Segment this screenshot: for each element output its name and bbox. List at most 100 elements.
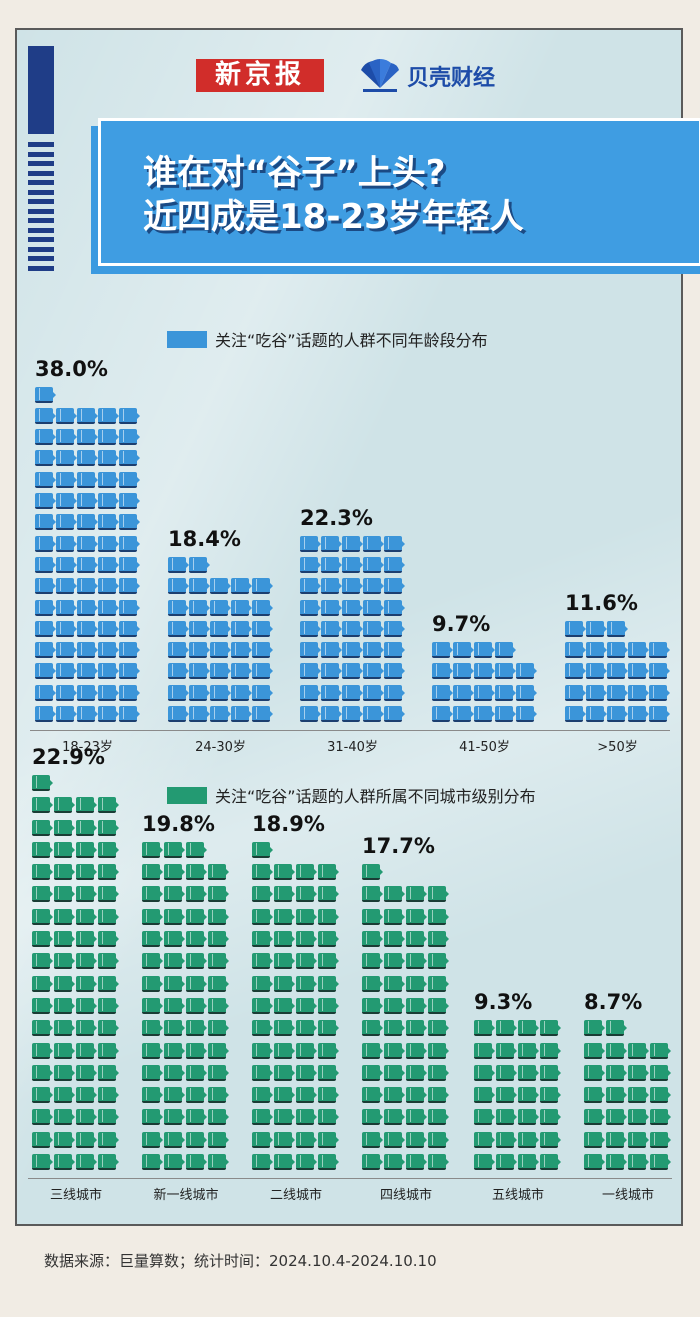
chat-icon [496, 1064, 517, 1081]
chat-icon [35, 642, 56, 659]
chat-icon [119, 599, 140, 616]
chat-icon [35, 706, 56, 722]
chat-icon [384, 599, 405, 616]
chat-icon [164, 886, 185, 903]
chat-icon [186, 931, 207, 947]
chat-icon [186, 997, 207, 1014]
chat-icon [384, 578, 405, 595]
chat-icon [77, 556, 98, 573]
chat-icon [274, 1042, 295, 1059]
chat-icon [32, 819, 53, 836]
chat-icon [649, 684, 670, 701]
chat-icon [274, 1087, 295, 1104]
chat-icon [453, 706, 474, 722]
chat-icon [98, 663, 119, 680]
chat-icon [231, 706, 252, 722]
stripe-line [28, 161, 54, 166]
chat-icon [98, 642, 119, 659]
chat-icon [363, 684, 384, 701]
chat-icon [98, 953, 119, 970]
chat-icon [607, 706, 628, 722]
chat-icon [76, 908, 97, 925]
chat-icon [384, 620, 405, 637]
chat-icon [208, 886, 229, 903]
stripe-line [28, 142, 54, 147]
chat-icon [56, 706, 77, 722]
chat-icon [56, 556, 77, 573]
xinjingbao-logo: 新京报 [196, 59, 324, 92]
category-label: >50岁 [597, 740, 638, 755]
chat-icon [98, 931, 119, 947]
chat-icon [98, 1042, 119, 1059]
chat-icon [32, 886, 53, 903]
chat-icon [296, 1154, 317, 1170]
chat-icon [342, 535, 363, 552]
chat-icon [35, 493, 56, 509]
chat-icon [321, 620, 342, 637]
chat-icon [384, 1087, 405, 1104]
chat-icon [98, 684, 119, 701]
chat-icon [189, 599, 210, 616]
chat-icon [342, 578, 363, 595]
chat-icon [56, 642, 77, 659]
chat-icon [518, 1131, 539, 1148]
data-label: 18.9% [252, 811, 325, 836]
chat-icon [384, 642, 405, 659]
chat-icon [432, 706, 453, 722]
data-label: 8.7% [584, 990, 643, 1015]
chat-icon [606, 1131, 627, 1148]
chat-icon [77, 578, 98, 595]
chat-icon [98, 1020, 119, 1037]
city-legend-swatch [167, 786, 207, 804]
chat-icon [296, 1131, 317, 1148]
chat-icon [54, 1064, 75, 1081]
chat-icon [186, 1087, 207, 1104]
chat-icon [186, 1131, 207, 1148]
page-title: 谁在对“谷子”上头? 近四成是18-23岁年轻人 [143, 151, 524, 239]
chat-icon [453, 684, 474, 701]
chat-icon [32, 797, 53, 814]
chat-icon [252, 1109, 273, 1126]
chat-icon [208, 1064, 229, 1081]
chat-icon [98, 819, 119, 836]
chat-icon [474, 1020, 495, 1037]
chat-icon [35, 684, 56, 701]
chat-icon [540, 1042, 561, 1059]
chat-icon [98, 535, 119, 552]
category-label: 31-40岁 [327, 740, 378, 755]
chat-icon [231, 599, 252, 616]
data-label: 11.6% [565, 590, 638, 615]
chat-icon [56, 493, 77, 509]
chat-icon [189, 706, 210, 722]
chat-icon [321, 599, 342, 616]
chat-icon [300, 556, 321, 573]
chat-icon [252, 1131, 273, 1148]
chat-icon [342, 706, 363, 722]
category-label: 四线城市 [379, 1188, 432, 1203]
chat-icon [98, 514, 119, 531]
shell-icon [361, 59, 399, 92]
chat-icon [362, 1042, 383, 1059]
chat-icon [119, 493, 140, 509]
chat-icon [540, 1131, 561, 1148]
chat-icon [252, 578, 273, 595]
chat-icon [186, 1154, 207, 1170]
chat-icon [32, 975, 53, 992]
chat-icon [76, 975, 97, 992]
chat-icon [650, 1064, 671, 1081]
chat-icon [296, 997, 317, 1014]
chat-icon [54, 864, 75, 881]
chat-icon [231, 663, 252, 680]
chat-icon [77, 706, 98, 722]
chat-icon [54, 797, 75, 814]
chat-icon [98, 578, 119, 595]
chat-icon [54, 886, 75, 903]
chat-icon [54, 908, 75, 925]
chat-icon [189, 620, 210, 637]
data-label: 9.7% [432, 612, 491, 637]
chat-icon [252, 908, 273, 925]
chat-icon [606, 1154, 627, 1170]
chat-icon [208, 931, 229, 947]
chat-icon [98, 1109, 119, 1126]
chat-icon [300, 706, 321, 722]
